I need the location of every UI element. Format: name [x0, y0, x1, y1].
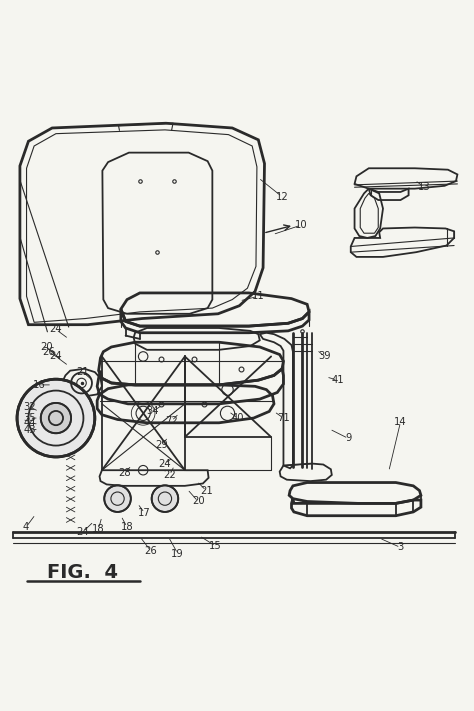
Circle shape	[41, 403, 71, 433]
Text: 22: 22	[164, 470, 176, 480]
Text: 13: 13	[418, 182, 430, 192]
Text: 21: 21	[200, 486, 212, 496]
Text: 35: 35	[23, 413, 36, 423]
Text: 18: 18	[121, 522, 133, 532]
Text: 9: 9	[345, 434, 352, 444]
Text: 4: 4	[23, 522, 29, 532]
Text: 26: 26	[145, 546, 157, 556]
Text: 15: 15	[210, 541, 222, 551]
Text: 41: 41	[331, 375, 344, 385]
Text: 21: 21	[77, 367, 89, 377]
Text: 71: 71	[277, 413, 290, 423]
Text: 17: 17	[138, 508, 151, 518]
Text: 39: 39	[319, 351, 331, 361]
Text: 40: 40	[232, 413, 244, 423]
Text: 20: 20	[192, 496, 204, 506]
Text: 16: 16	[33, 380, 45, 390]
Circle shape	[104, 486, 131, 512]
Text: 32: 32	[23, 402, 36, 412]
Text: 44: 44	[23, 418, 36, 428]
Text: 10: 10	[295, 220, 307, 230]
Text: 18: 18	[92, 523, 105, 533]
Text: 19: 19	[172, 549, 184, 559]
Text: FIG.  4: FIG. 4	[47, 563, 118, 582]
Text: 12: 12	[276, 192, 288, 202]
Text: 26: 26	[42, 347, 55, 357]
Text: 24: 24	[159, 459, 171, 469]
Text: 28: 28	[118, 468, 130, 478]
Text: 3: 3	[397, 542, 404, 552]
Circle shape	[152, 486, 178, 512]
Text: 24: 24	[50, 351, 62, 361]
Text: 43: 43	[23, 425, 36, 435]
Text: 34: 34	[146, 407, 159, 417]
Circle shape	[17, 379, 95, 457]
Text: 29: 29	[156, 439, 168, 449]
Text: 24: 24	[50, 324, 62, 334]
Text: 11: 11	[252, 292, 264, 301]
Text: 24: 24	[77, 527, 89, 537]
Text: 20: 20	[40, 342, 53, 352]
Text: 14: 14	[394, 417, 407, 427]
Text: 72: 72	[165, 416, 178, 426]
